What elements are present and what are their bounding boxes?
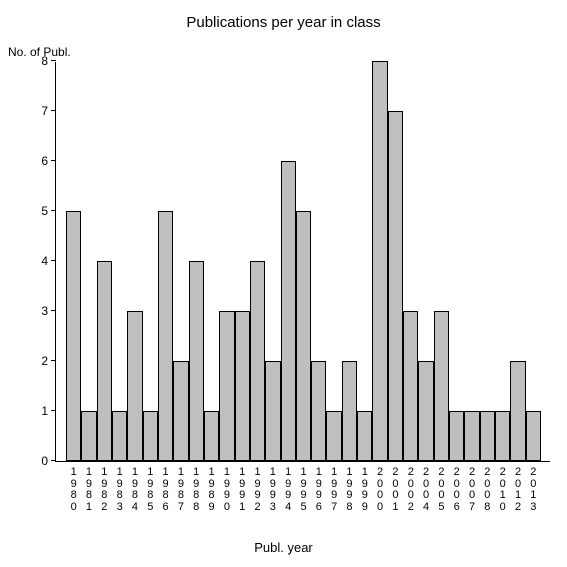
y-tick-label: 6 (41, 154, 56, 168)
y-tick-label: 1 (41, 404, 56, 418)
x-axis-label: Publ. year (0, 540, 567, 555)
bar (311, 361, 326, 461)
bar (97, 261, 112, 461)
bar (357, 411, 372, 461)
bar (112, 411, 127, 461)
x-tick-label: 2007 (469, 461, 475, 513)
x-tick-label: 1998 (346, 461, 352, 513)
x-tick-label: 1987 (178, 461, 184, 513)
x-tick-label: 2001 (392, 461, 398, 513)
x-tick-label: 1982 (101, 461, 107, 513)
x-tick-label: 2013 (530, 461, 536, 513)
chart-container: Publications per year in class No. of Pu… (0, 0, 567, 567)
bar (326, 411, 341, 461)
bar (189, 261, 204, 461)
x-tick-label: 2006 (454, 461, 460, 513)
x-tick-label: 1992 (254, 461, 260, 513)
bar (143, 411, 158, 461)
y-axis-label: No. of Publ. (8, 45, 71, 59)
bar (510, 361, 525, 461)
bar (173, 361, 188, 461)
bar (464, 411, 479, 461)
bar (495, 411, 510, 461)
bar (281, 161, 296, 461)
bar (526, 411, 541, 461)
bar (81, 411, 96, 461)
bar (204, 411, 219, 461)
bar (219, 311, 234, 461)
y-tick-mark (51, 260, 56, 261)
y-tick-mark (51, 160, 56, 161)
y-tick-label: 7 (41, 104, 56, 118)
bar (265, 361, 280, 461)
x-tick-label: 1996 (316, 461, 322, 513)
x-tick-label: 2005 (438, 461, 444, 513)
y-tick-label: 8 (41, 54, 56, 68)
bar (66, 211, 81, 461)
x-tick-label: 1993 (270, 461, 276, 513)
bar (235, 311, 250, 461)
x-tick-label: 2000 (377, 461, 383, 513)
bar (434, 311, 449, 461)
x-tick-label: 2002 (408, 461, 414, 513)
x-tick-label: 1985 (147, 461, 153, 513)
x-tick-label: 2008 (484, 461, 490, 513)
x-tick-label: 1997 (331, 461, 337, 513)
x-tick-label: 1981 (86, 461, 92, 513)
x-tick-label: 1999 (362, 461, 368, 513)
x-tick-label: 1991 (239, 461, 245, 513)
x-tick-label: 1994 (285, 461, 291, 513)
bar (127, 311, 142, 461)
y-tick-label: 4 (41, 254, 56, 268)
x-tick-label: 2004 (423, 461, 429, 513)
x-tick-label: 1980 (71, 461, 77, 513)
bar (388, 111, 403, 461)
y-tick-label: 2 (41, 354, 56, 368)
x-tick-label: 2010 (500, 461, 506, 513)
x-tick-label: 1989 (209, 461, 215, 513)
bar (418, 361, 433, 461)
bar (158, 211, 173, 461)
y-tick-mark (51, 210, 56, 211)
y-tick-label: 3 (41, 304, 56, 318)
x-tick-label: 1990 (224, 461, 230, 513)
bar (480, 411, 495, 461)
y-tick-label: 5 (41, 204, 56, 218)
bar (403, 311, 418, 461)
y-tick-mark (51, 310, 56, 311)
chart-title: Publications per year in class (0, 14, 567, 31)
bar (250, 261, 265, 461)
x-tick-label: 1986 (163, 461, 169, 513)
x-tick-label: 1988 (193, 461, 199, 513)
y-tick-label: 0 (41, 454, 56, 468)
x-tick-label: 1984 (132, 461, 138, 513)
y-tick-mark (51, 60, 56, 61)
y-tick-mark (51, 360, 56, 361)
x-tick-label: 1983 (117, 461, 123, 513)
plot-area: 0123456781980198119821983198419851986198… (55, 62, 550, 462)
bar (449, 411, 464, 461)
y-tick-mark (51, 110, 56, 111)
y-tick-mark (51, 410, 56, 411)
bar (342, 361, 357, 461)
y-tick-mark (51, 460, 56, 461)
bar (296, 211, 311, 461)
x-tick-label: 2012 (515, 461, 521, 513)
bar (372, 61, 387, 461)
x-tick-label: 1995 (300, 461, 306, 513)
